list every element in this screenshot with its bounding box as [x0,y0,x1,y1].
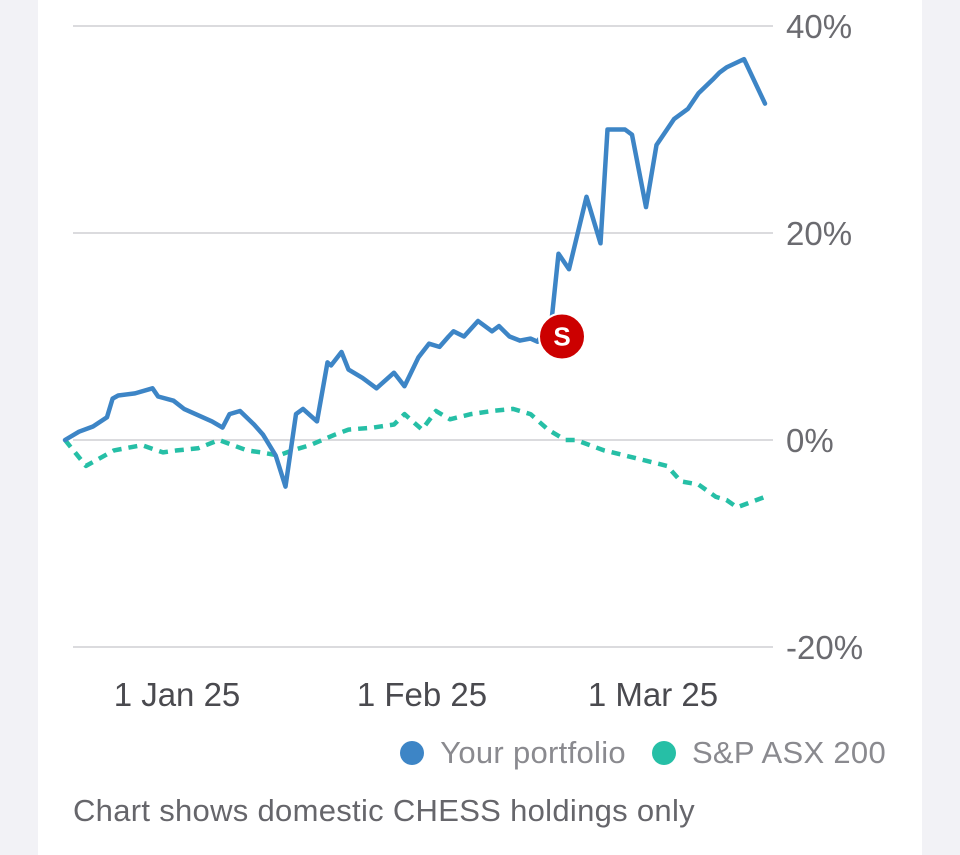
chart-card [38,0,922,855]
chart-footnote: Chart shows domestic CHESS holdings only [73,793,695,828]
portfolio-line [62,56,768,489]
sell-marker-icon[interactable] [538,312,586,361]
series-layer [62,56,768,510]
marker-layer[interactable]: S [538,312,586,361]
sell-marker-label: S [553,322,570,352]
y-axis-ticks: 40% 20% 0% -20% [786,8,863,666]
legend: Your portfolio S&P ASX 200 [374,735,886,771]
benchmark-line [63,406,766,510]
y-tick-label: 20% [786,215,852,252]
x-tick-label: 1 Mar 25 [588,676,718,713]
legend-label-portfolio: Your portfolio [440,735,626,770]
portfolio-dot-icon [400,741,425,765]
legend-item-benchmark[interactable]: S&P ASX 200 [651,735,886,771]
x-tick-label: 1 Jan 25 [114,676,241,713]
y-tick-label: 40% [786,8,852,45]
legend-label-benchmark: S&P ASX 200 [691,735,886,770]
legend-item-portfolio[interactable]: Your portfolio [400,735,626,771]
x-tick-label: 1 Feb 25 [357,676,487,713]
y-tick-label: -20% [786,629,863,666]
benchmark-dot-icon [651,741,676,765]
x-axis-ticks: 1 Jan 25 1 Feb 25 1 Mar 25 [114,676,718,713]
grid-lines [73,25,773,648]
y-tick-label: 0% [786,422,834,459]
